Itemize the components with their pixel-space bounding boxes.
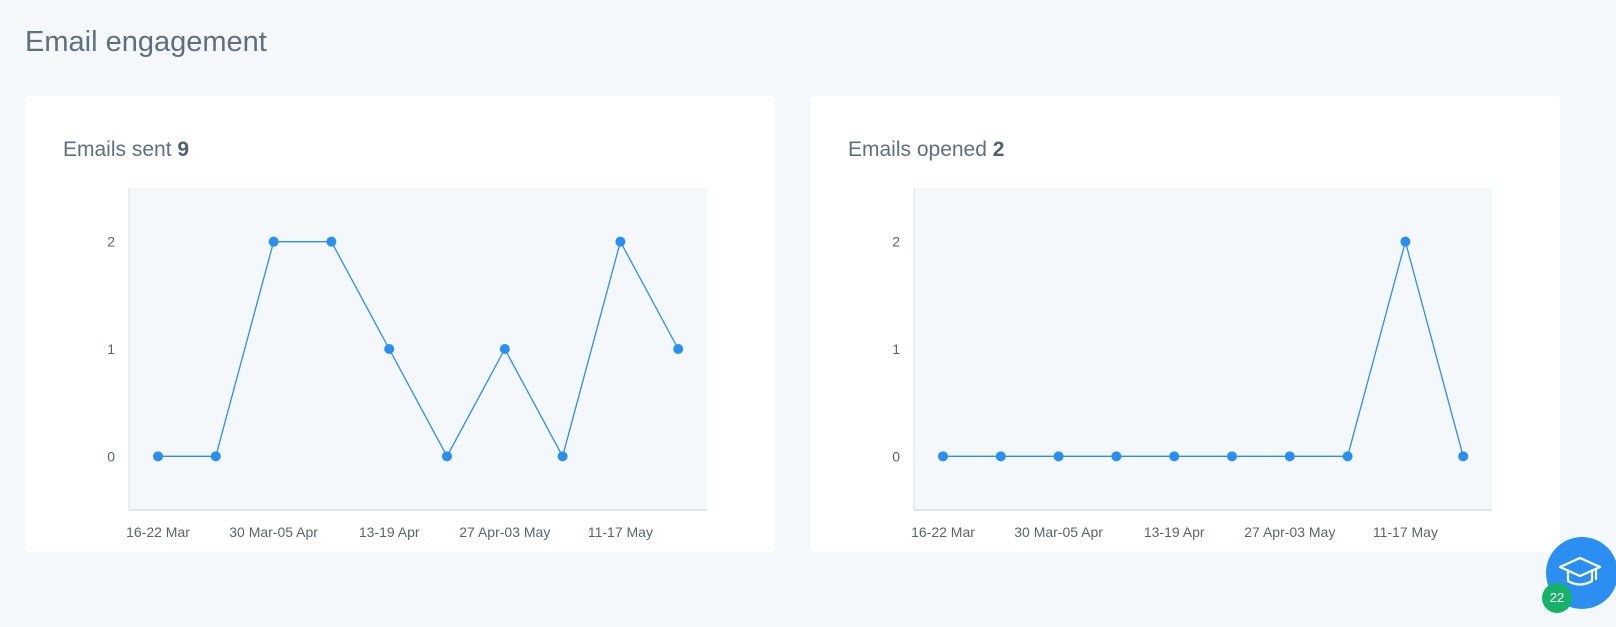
x-tick-label: 13-19 Apr [1144, 524, 1205, 540]
data-point [673, 344, 684, 354]
x-tick-label: 11-17 May [588, 524, 653, 540]
data-point [1284, 451, 1295, 462]
data-point [153, 451, 163, 462]
x-tick-label: 16-22 Mar [911, 524, 975, 540]
emails-opened-label: Emails opened [848, 138, 987, 161]
data-point [1053, 451, 1064, 462]
x-tick-label: 16-22 Mar [126, 524, 190, 540]
data-point [210, 451, 221, 462]
data-point [326, 236, 337, 247]
data-point [1169, 451, 1180, 462]
x-tick-label: 30 Mar-05 Apr [229, 524, 318, 540]
emails-opened-card: Emails opened 2 0 1 2 16-22 Mar 30 Mar-05 Ap… [810, 96, 1560, 552]
data-point [938, 451, 948, 462]
emails-sent-chart: 0 1 2 16-22 Mar 30 Mar-05 Apr 13-19 Apr 27 Apr… [107, 188, 707, 540]
emails-sent-title: Emails sent 9 [63, 138, 189, 162]
emails-opened-chart: 0 1 2 16-22 Mar 30 Mar-05 Apr 13-19 Apr 27 Apr… [892, 188, 1492, 540]
y-tick-label: 1 [892, 341, 900, 357]
plot-area [914, 188, 1492, 510]
data-point [557, 451, 568, 462]
x-tick-label: 11-17 May [1373, 524, 1438, 540]
data-point [499, 344, 510, 354]
graduation-cap-icon [1558, 556, 1602, 586]
emails-sent-label: Emails sent [63, 138, 172, 161]
data-point [995, 451, 1006, 462]
data-point [615, 236, 626, 247]
y-tick-label: 0 [107, 448, 115, 464]
y-tick-label: 0 [892, 448, 900, 464]
emails-sent-count: 9 [177, 138, 190, 161]
x-tick-label: 27 Apr-03 May [459, 524, 550, 540]
emails-opened-title: Emails opened 2 [848, 138, 1004, 162]
x-tick-label: 13-19 Apr [359, 524, 420, 540]
data-point [1342, 451, 1353, 462]
notification-badge: 22 [1542, 583, 1572, 613]
help-academy-button[interactable] [1546, 537, 1616, 609]
x-tick-label: 30 Mar-05 Apr [1014, 524, 1103, 540]
y-tick-label: 2 [107, 234, 115, 250]
y-tick-label: 1 [107, 341, 115, 357]
series-line [943, 239, 1464, 457]
data-point [384, 344, 395, 354]
y-tick-label: 2 [892, 234, 900, 250]
data-point [1227, 451, 1237, 462]
page-title: Email engagement [25, 26, 267, 58]
data-point [1400, 236, 1411, 247]
data-point [1458, 451, 1469, 462]
data-point [442, 451, 452, 462]
series-line [158, 239, 679, 459]
x-tick-label: 27 Apr-03 May [1244, 524, 1335, 540]
emails-sent-card: Emails sent 9 0 1 2 16-22 Mar 30 Mar-05 Apr 1… [25, 96, 775, 552]
data-point [1111, 451, 1122, 462]
data-point [268, 236, 279, 247]
plot-area [129, 188, 707, 510]
emails-opened-count: 2 [992, 138, 1005, 161]
